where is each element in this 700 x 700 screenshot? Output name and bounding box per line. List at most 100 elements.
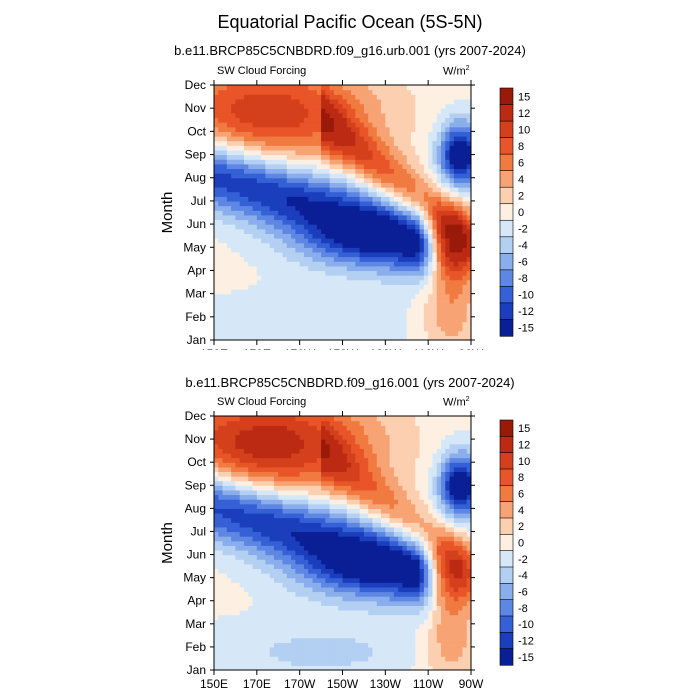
heatmap-cell (278, 517, 284, 523)
heatmap-cell (222, 457, 228, 463)
heatmap-cell (273, 326, 279, 332)
heatmap-cell (423, 103, 429, 109)
heatmap-cell (329, 228, 335, 234)
heatmap-cell (273, 549, 279, 556)
heatmap-cell (256, 536, 262, 542)
heatmap-cell (338, 149, 344, 156)
heatmap-cell (329, 642, 335, 648)
panel-1-title: b.e11.BRCP85C5CNBDRD.f09_g16.urb.001 (yr… (174, 43, 526, 58)
heatmap-cell (265, 126, 271, 132)
heatmap-cell (295, 173, 301, 179)
heatmap-cell (282, 85, 288, 91)
heatmap-cell (346, 126, 352, 132)
heatmap-cell (248, 466, 254, 473)
heatmap-cell (265, 214, 271, 221)
heatmap-cell (312, 439, 318, 445)
panel-1-units: W/m2 (443, 65, 470, 78)
heatmap-cell (286, 140, 292, 146)
heatmap-cell (243, 224, 249, 230)
heatmap-cell (252, 503, 258, 509)
heatmap-cell (218, 251, 224, 258)
heatmap-cell (235, 517, 241, 523)
heatmap-cell (299, 168, 305, 174)
heatmap-cell (342, 173, 348, 179)
heatmap-cell (303, 293, 309, 299)
heatmap-cell (256, 591, 262, 597)
heatmap-cell (363, 251, 369, 258)
heatmap-cell (243, 108, 249, 114)
heatmap-cell (359, 270, 365, 276)
heatmap-cell (231, 457, 237, 463)
heatmap-cell (355, 89, 361, 95)
heatmap-cell (252, 159, 258, 165)
heatmap-cell (299, 326, 305, 332)
heatmap-cell (273, 145, 279, 151)
heatmap-cell (243, 425, 249, 431)
heatmap-cell (261, 508, 266, 514)
heatmap-cell (222, 140, 228, 146)
heatmap-cell (351, 108, 356, 114)
heatmap-cell (372, 238, 378, 244)
heatmap-cell (402, 275, 408, 281)
heatmap-cell (415, 275, 421, 281)
heatmap-cell (355, 316, 361, 323)
heatmap-cell (325, 596, 331, 602)
heatmap-cell (286, 480, 292, 486)
heatmap-cell (321, 660, 326, 666)
heatmap-cell (316, 466, 322, 473)
heatmap-cell (231, 471, 237, 477)
heatmap-cell (256, 563, 262, 569)
heatmap-cell (419, 261, 425, 267)
heatmap-cell (278, 637, 284, 643)
heatmap-cell (329, 503, 335, 509)
heatmap-cell (222, 275, 228, 281)
heatmap-cell (423, 233, 429, 239)
heatmap-cell (269, 531, 275, 537)
heatmap-cell (376, 140, 382, 146)
heatmap-cell (389, 242, 395, 248)
heatmap-cell (338, 126, 344, 132)
heatmap-cell (282, 89, 288, 95)
heatmap-cell (436, 191, 442, 197)
heatmap-cell (218, 462, 224, 468)
heatmap-cell (248, 646, 254, 653)
heatmap-cell (402, 117, 408, 123)
heatmap-cell (423, 145, 429, 151)
heatmap-cell (299, 633, 305, 639)
heatmap-cell (278, 494, 284, 500)
heatmap-cell (312, 554, 318, 560)
heatmap-cell (346, 307, 352, 313)
heatmap-cell (428, 265, 434, 272)
heatmap-cell (462, 293, 468, 299)
heatmap-cell (462, 163, 468, 170)
heatmap-cell (243, 238, 249, 244)
heatmap-cell (329, 476, 335, 482)
heatmap-cell (423, 136, 429, 142)
heatmap-cell (316, 177, 322, 183)
heatmap-cell (453, 302, 459, 309)
heatmap-cell (222, 429, 228, 436)
heatmap-cell (449, 270, 455, 276)
heatmap-cell (338, 284, 344, 290)
heatmap-cell (308, 247, 314, 253)
heatmap-cell (449, 117, 455, 123)
heatmap-cell (325, 117, 331, 123)
heatmap-cell (278, 554, 284, 560)
heatmap-cell (286, 316, 292, 323)
heatmap-cell (398, 251, 404, 258)
heatmap-cell (239, 187, 245, 193)
heatmap-cell (423, 224, 429, 230)
heatmap-cell (325, 549, 331, 556)
heatmap-cell (239, 173, 245, 179)
heatmap-cell (239, 452, 245, 459)
heatmap-cell (346, 312, 352, 318)
heatmap-cell (299, 214, 305, 221)
heatmap-cell (393, 316, 399, 323)
heatmap-cell (359, 210, 365, 216)
heatmap-cell (231, 307, 237, 313)
heatmap-cell (406, 214, 412, 221)
heatmap-cell (355, 335, 361, 340)
heatmap-cell (273, 316, 279, 323)
heatmap-cell (218, 508, 224, 514)
heatmap-cell (239, 568, 245, 574)
